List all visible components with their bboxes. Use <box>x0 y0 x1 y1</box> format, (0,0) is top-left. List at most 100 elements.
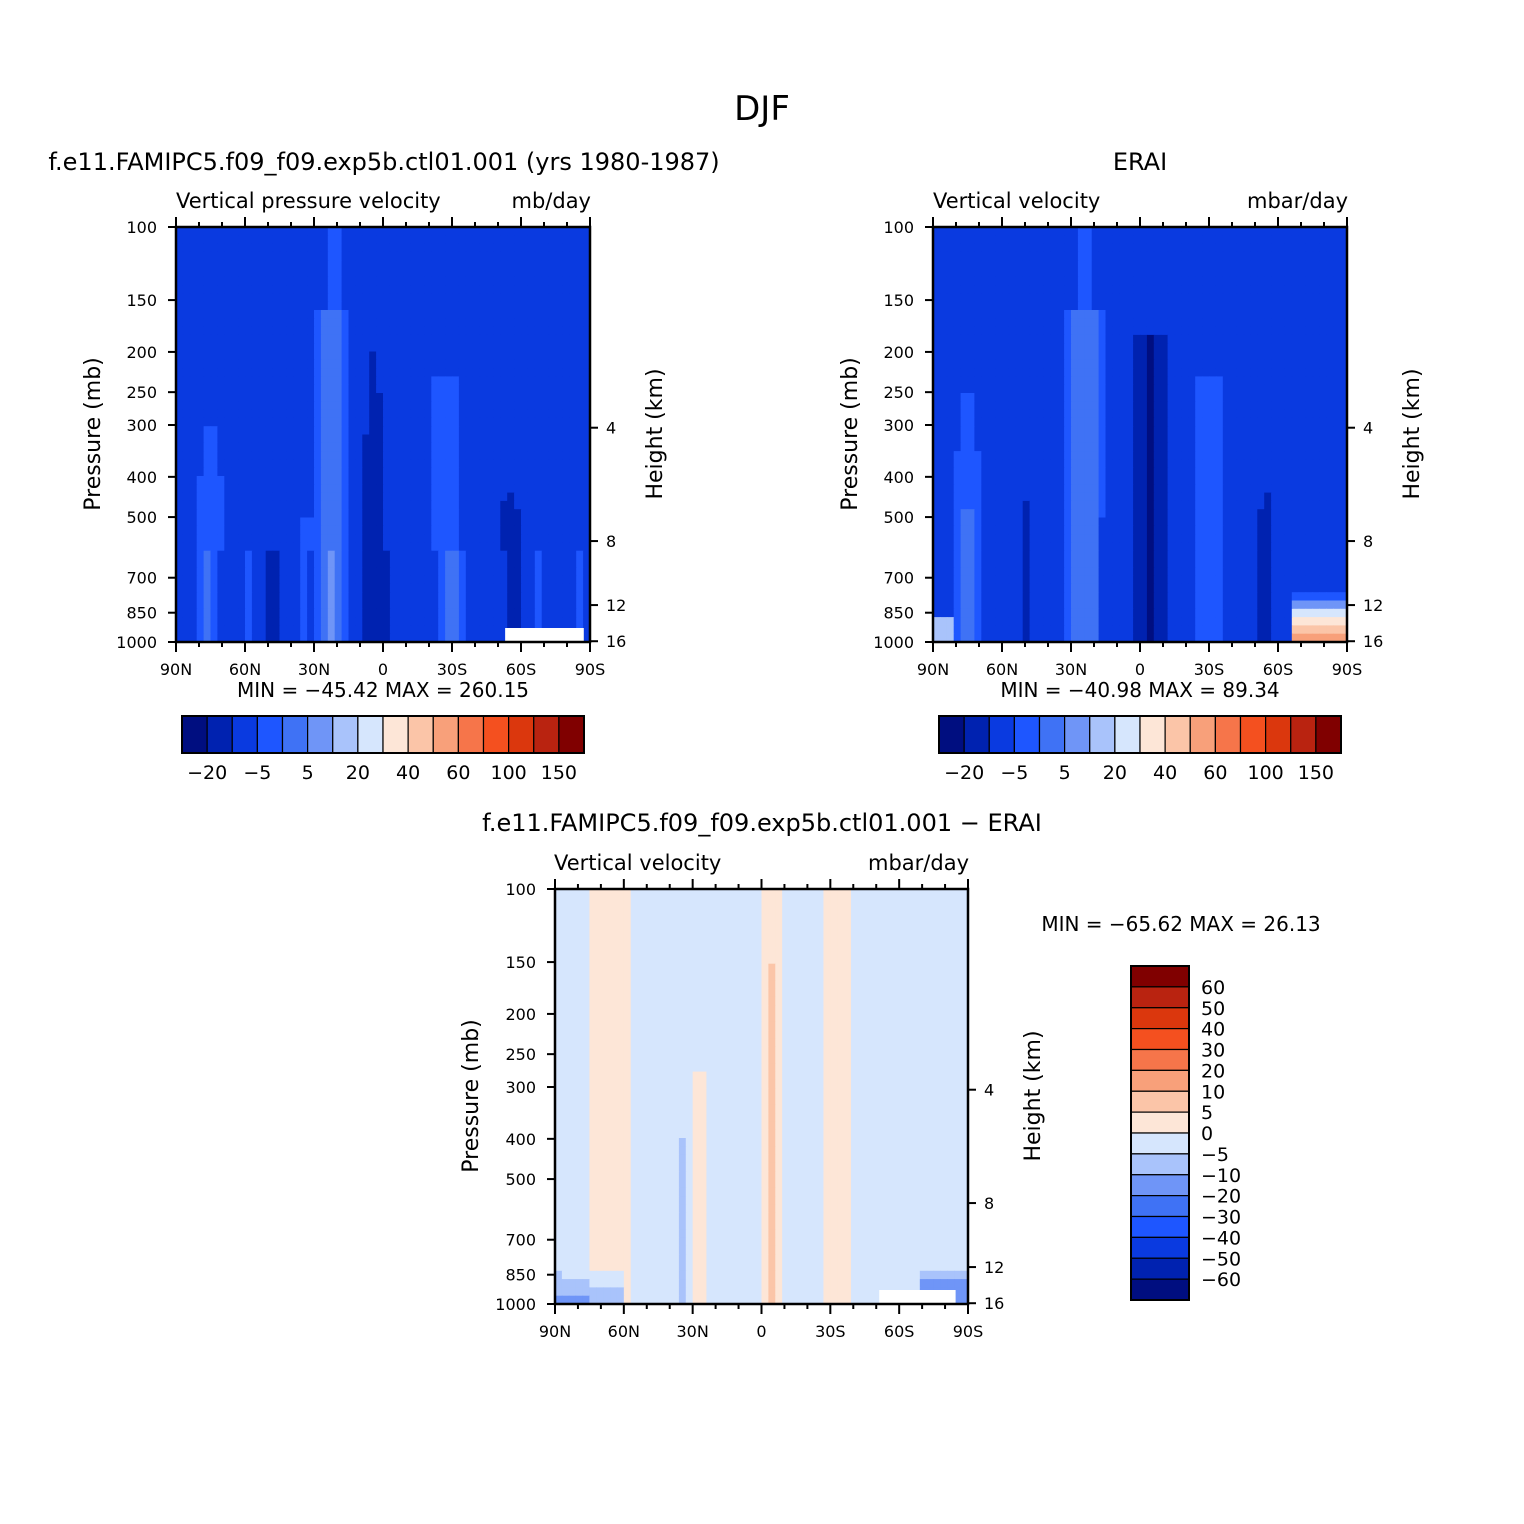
field-cell <box>196 509 205 519</box>
field-cell <box>1002 434 1010 444</box>
field-cell <box>362 517 370 527</box>
field-cell <box>1250 393 1258 402</box>
field-cell <box>348 260 356 270</box>
field-cell <box>203 542 212 552</box>
field-cell <box>314 509 322 519</box>
field-cell <box>272 600 281 610</box>
field-cell <box>376 575 384 585</box>
field-cell <box>238 235 246 245</box>
field-cell <box>583 617 591 626</box>
field-cell <box>514 251 522 261</box>
field-cell <box>424 426 432 436</box>
field-cell <box>534 500 543 510</box>
field-cell <box>258 633 267 643</box>
field-cell <box>389 318 398 328</box>
field-cell <box>1333 467 1341 477</box>
field-cell <box>300 251 308 261</box>
field-cell <box>238 633 246 643</box>
field-cell <box>224 542 232 552</box>
field-cell <box>203 608 212 618</box>
panel-obs-left-string: Vertical velocity <box>933 189 1100 213</box>
field-cell <box>995 260 1003 270</box>
field-cell <box>417 227 425 236</box>
field-cell <box>320 343 329 353</box>
field-cell <box>1153 451 1162 460</box>
field-cell <box>217 525 225 535</box>
field-cell <box>1174 393 1182 402</box>
field-cell <box>341 393 350 402</box>
field-cell <box>1036 285 1044 294</box>
field-cell <box>507 359 515 369</box>
field-cell <box>383 359 391 369</box>
field-cell <box>307 542 315 552</box>
field-cell <box>534 393 543 402</box>
field-cell <box>1050 417 1058 427</box>
field-cell <box>300 608 308 618</box>
field-cell <box>1057 293 1065 303</box>
field-cell <box>445 334 453 344</box>
field-cell <box>1305 351 1314 361</box>
field-cell <box>1002 301 1010 311</box>
field-cell <box>1181 235 1189 245</box>
field-cell <box>583 301 591 311</box>
field-cell <box>946 401 955 411</box>
field-cell <box>514 617 522 626</box>
field-cell <box>534 326 543 336</box>
field-cell <box>946 426 955 436</box>
field-cell <box>217 393 225 402</box>
field-cell <box>327 334 336 344</box>
field-cell <box>1305 459 1314 469</box>
field-cell <box>1271 368 1279 377</box>
field-cell <box>995 251 1003 261</box>
field-cell <box>1022 251 1031 261</box>
field-cell <box>238 276 246 286</box>
field-cell <box>383 542 391 552</box>
field-cell <box>1077 476 1086 485</box>
field-cell <box>348 351 356 361</box>
field-cell <box>1043 310 1051 319</box>
field-cell <box>1140 417 1148 427</box>
field-cell <box>279 517 287 527</box>
field-cell <box>472 625 481 635</box>
field-cell <box>1202 368 1210 377</box>
field-cell <box>1319 393 1327 402</box>
field-cell <box>1029 467 1038 477</box>
field-cell <box>939 301 948 311</box>
field-cell <box>1333 401 1341 411</box>
field-cell <box>251 417 260 427</box>
field-cell <box>417 235 425 245</box>
field-cell <box>527 559 536 568</box>
field-cell <box>265 625 274 635</box>
field-cell <box>960 243 969 253</box>
field-cell <box>472 442 481 452</box>
lat-tick-label: 0 <box>378 660 388 679</box>
field-cell <box>389 542 398 552</box>
field-cell <box>251 227 260 236</box>
field-cell <box>383 517 391 527</box>
field-cell <box>1284 351 1293 361</box>
field-cell <box>300 326 308 336</box>
field-cell <box>555 467 563 477</box>
field-cell <box>1098 467 1107 477</box>
field-cell <box>1305 343 1314 353</box>
field-cell <box>1098 351 1107 361</box>
field-cell <box>953 243 962 253</box>
field-cell <box>438 326 446 336</box>
field-cell <box>176 484 184 494</box>
field-cell <box>1091 384 1100 394</box>
field-cell <box>279 451 287 460</box>
field-cell <box>479 393 488 402</box>
field-cell <box>176 310 184 319</box>
field-cell <box>445 542 453 552</box>
field-cell <box>224 318 232 328</box>
field-cell <box>472 509 481 519</box>
field-cell <box>245 293 253 303</box>
field-cell <box>182 459 191 469</box>
field-cell <box>534 334 543 344</box>
field-cell <box>583 509 591 519</box>
field-cell <box>1112 235 1120 245</box>
field-cell <box>981 227 989 236</box>
field-cell <box>362 227 370 236</box>
field-cell <box>1236 326 1245 336</box>
field-cell <box>1298 417 1307 427</box>
